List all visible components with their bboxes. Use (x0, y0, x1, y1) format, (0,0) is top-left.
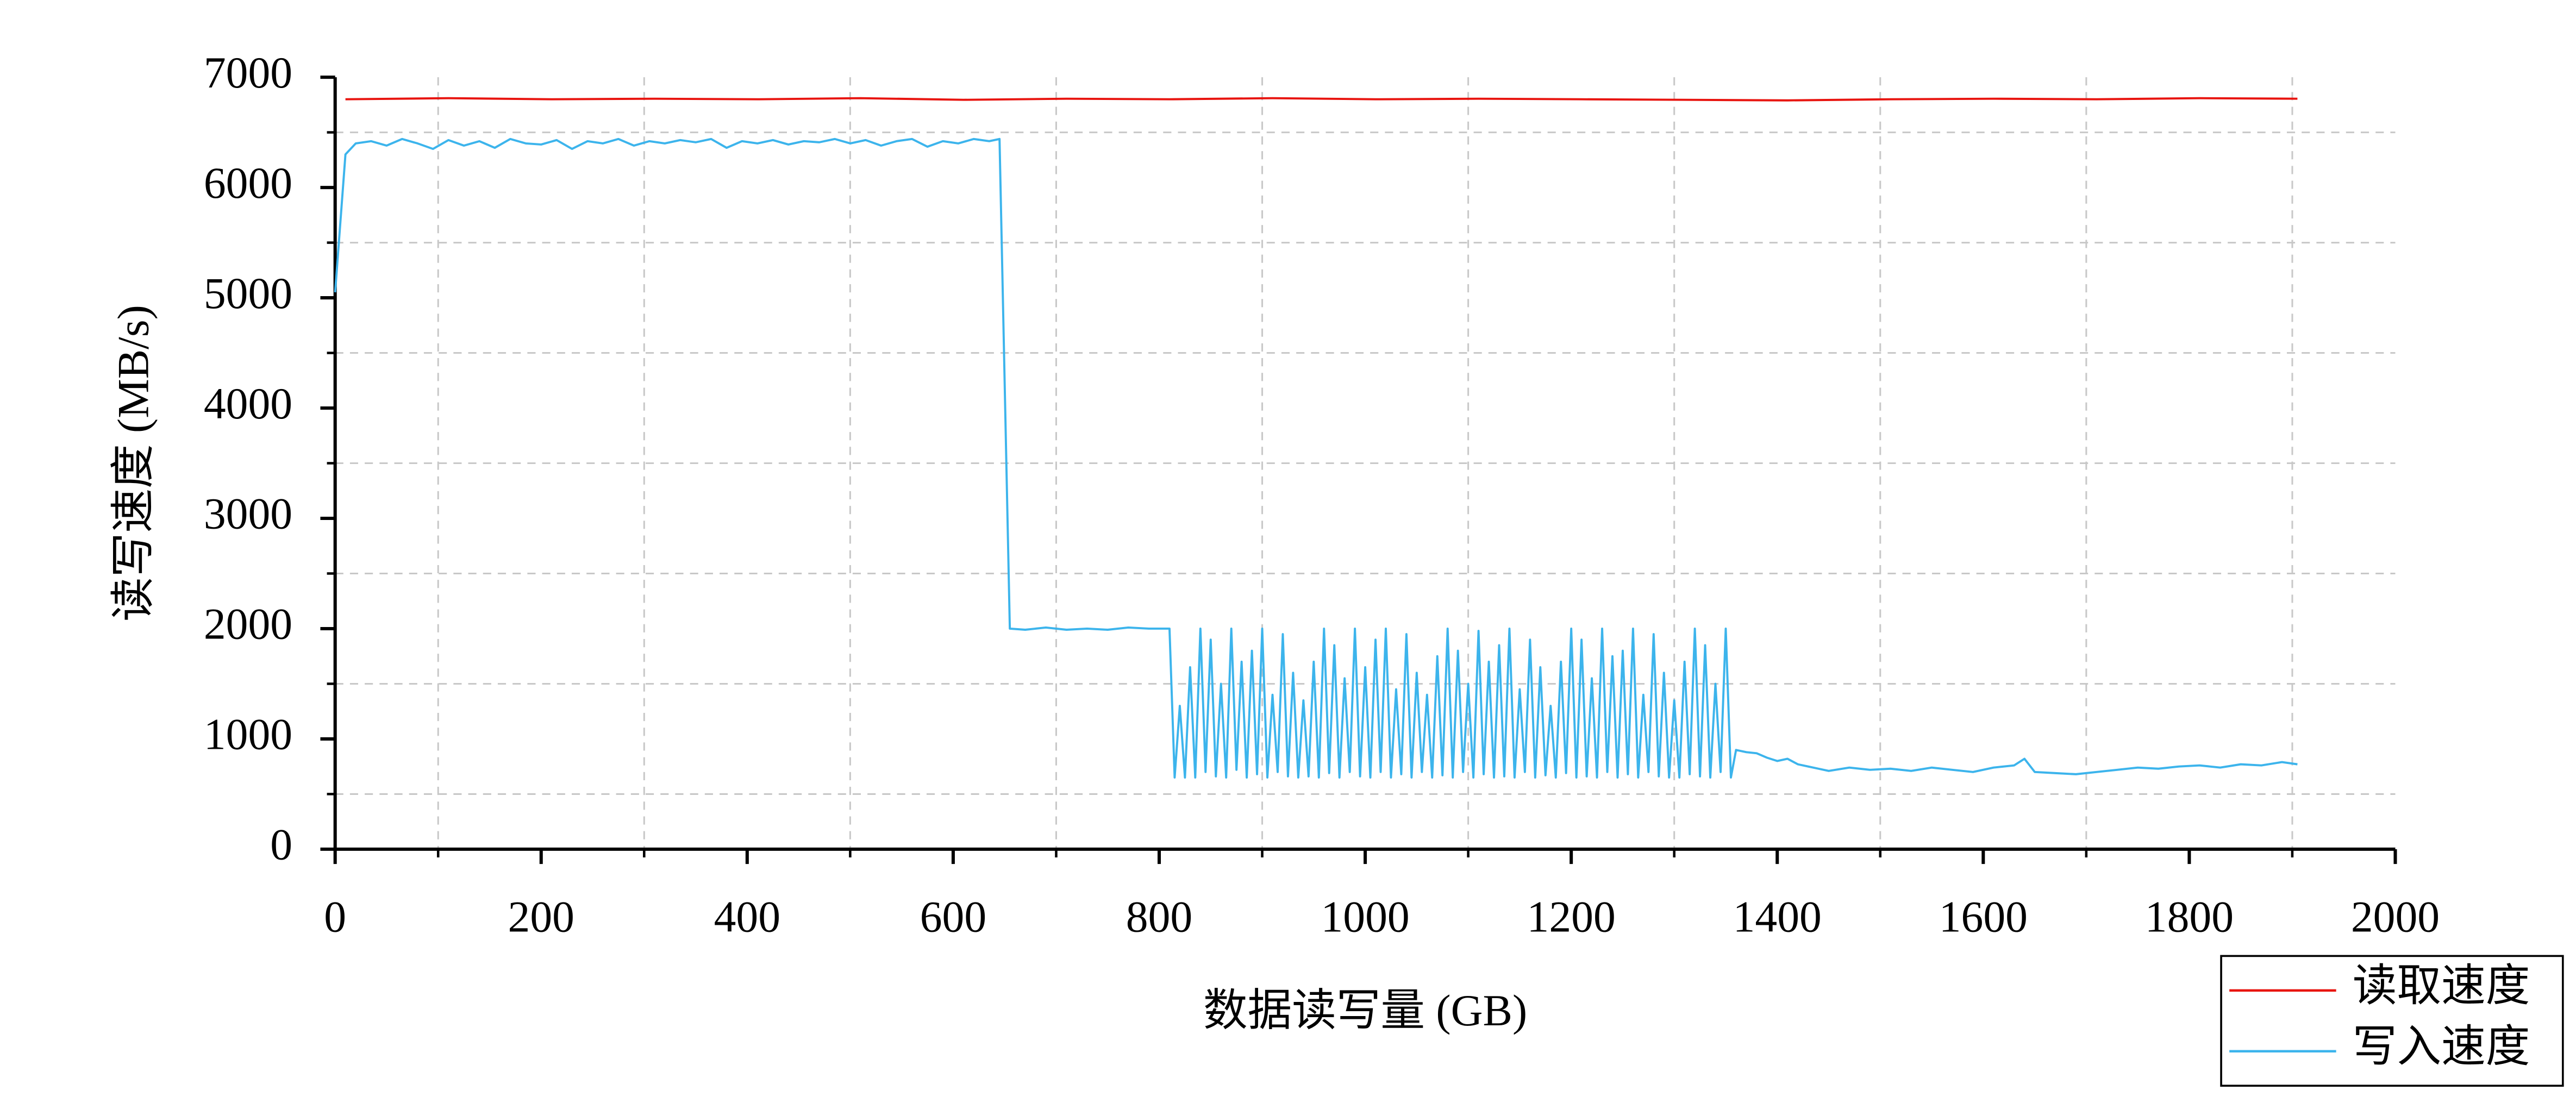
y-tick-label: 4000 (204, 379, 292, 428)
y-tick-label: 1000 (204, 710, 292, 759)
y-tick-label: 2000 (204, 599, 292, 649)
x-tick-label: 800 (1126, 892, 1192, 942)
x-tick-label: 1800 (2145, 892, 2234, 942)
x-tick-label: 400 (714, 892, 780, 942)
y-tick-label: 5000 (204, 268, 292, 318)
legend-box (2220, 955, 2564, 1087)
x-tick-label: 1200 (1527, 892, 1616, 942)
y-tick-label: 3000 (204, 489, 292, 538)
x-tick-label: 2000 (2351, 892, 2440, 942)
y-axis-title: 读写速度 (MB/s) (109, 305, 158, 622)
line-series (345, 97, 2298, 102)
x-axis-title: 数据读写量 (GB) (1203, 986, 1527, 1035)
legend-label: 写入速度 (2353, 1021, 2530, 1071)
y-tick-label: 0 (270, 820, 292, 869)
legend-label: 读取速度 (2353, 961, 2530, 1011)
x-tick-label: 200 (508, 892, 574, 942)
line-series (334, 137, 2298, 779)
x-tick-label: 1400 (1733, 892, 1822, 942)
y-tick-label: 6000 (204, 158, 292, 208)
x-tick-label: 1000 (1321, 892, 1409, 942)
x-tick-label: 600 (920, 892, 986, 942)
y-tick-label: 7000 (204, 48, 292, 97)
x-tick-label: 1600 (1939, 892, 2028, 942)
x-tick-label: 0 (324, 892, 346, 942)
